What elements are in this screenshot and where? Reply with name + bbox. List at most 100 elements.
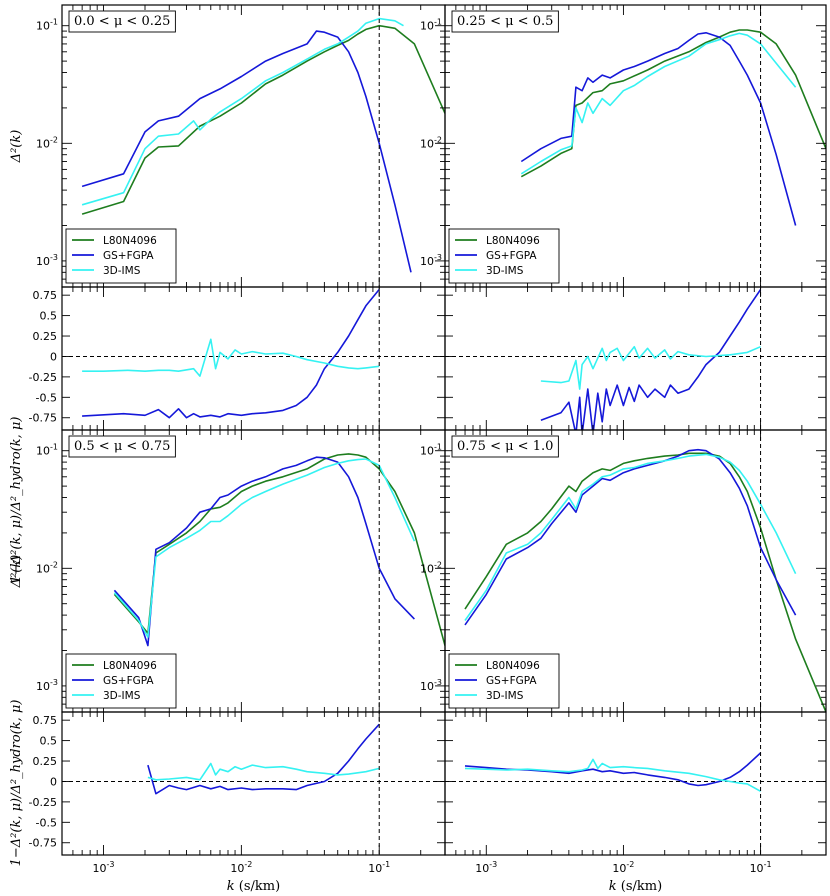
- x-axis-label: k (s/km): [609, 879, 662, 894]
- residual-y-tick-label: -0.25: [29, 371, 57, 384]
- residual-y-tick-label: 0.5: [40, 735, 58, 748]
- panel-3-title-frame: [451, 435, 559, 458]
- panel-1-power-line-3d-ims: [520, 32, 797, 175]
- panel-0-bottom-x-ticks: [61, 287, 422, 430]
- panel-2-power-line-gs-fgpa: [113, 456, 415, 647]
- panel-0-residual-line-gs-fgpa: [82, 288, 380, 419]
- panel-3-power-line-l80n4096: [464, 452, 826, 712]
- panel-0-legend-label: L80N4096: [103, 235, 157, 247]
- power-y-tick-label-right: 10-3: [420, 253, 442, 268]
- residual-y-tick-label: 0: [50, 350, 57, 363]
- panel-1-top-x-ticks: [444, 5, 803, 287]
- residual-y-tick-label: 0.5: [40, 310, 58, 323]
- panel-1-bottom-x-ticks: [444, 287, 803, 430]
- panel-2-bottom-x-ticks: [61, 712, 422, 855]
- panel-2-legend-frame: [65, 653, 177, 709]
- panel-2-legend-label: L80N4096: [103, 660, 157, 672]
- panel-3-bottom-x-ticks: [444, 712, 803, 855]
- x-tick-label: 10-3: [93, 860, 115, 875]
- panel-1-power-line-l80n4096: [520, 29, 826, 178]
- panel-1-title-box: 0.25 < μ < 0.5: [451, 10, 559, 33]
- x-tick-label: 10-3: [475, 860, 497, 875]
- panel-0-power-line-3d-ims: [81, 17, 404, 206]
- panel-1-residual-line-gs-fgpa: [540, 289, 762, 430]
- panel-3-title-box: 0.75 < μ < 1.0: [451, 435, 559, 458]
- panel-3-legend-label: L80N4096: [486, 660, 540, 672]
- residual-y-tick-label: 0.25: [33, 755, 58, 768]
- panel-1-power-line-gs-fgpa: [520, 31, 797, 226]
- power-y-tick-label: 10-3: [36, 678, 58, 693]
- panel-3-bottom-frame: [444, 711, 827, 856]
- power-y-tick-label: 10-1: [36, 18, 58, 33]
- panel-0-legend-label: GS+FGPA: [103, 250, 154, 262]
- residual-y-tick-label: 0: [50, 775, 57, 788]
- panel-3-legend-label: 3D-IMS: [486, 690, 524, 702]
- power-y-tick-label-right: 10-2: [420, 135, 442, 150]
- panel-2-title-box: 0.5 < μ < 0.75: [68, 435, 176, 458]
- panel-3-residual-line-3d-ims: [464, 758, 761, 792]
- panel-3-bottom-y-ticks: [445, 719, 826, 844]
- panel-1-legend-frame: [448, 228, 560, 284]
- panel-0-power-line-gs-fgpa: [81, 30, 412, 273]
- power-y-axis-label: Δ²(k): [9, 555, 24, 589]
- panel-3-power-line-3d-ims: [464, 453, 797, 621]
- panel-0-legend-label: 3D-IMS: [103, 265, 141, 277]
- panel-2-residual-line-gs-fgpa: [147, 723, 380, 795]
- panel-2-power-line-3d-ims: [113, 458, 416, 638]
- panel-3-power-line-gs-fgpa: [464, 448, 797, 626]
- power-y-tick-label: 10-1: [36, 443, 58, 458]
- panel-3-legend: L80N4096 GS+FGPA 3D-IMS: [448, 653, 560, 709]
- power-y-tick-label: 10-2: [36, 135, 58, 150]
- x-tick-label: 10-1: [368, 860, 390, 875]
- power-y-tick-label: 10-2: [36, 560, 58, 575]
- panel-2-title-frame: [68, 435, 176, 458]
- panel-0-residual-line-3d-ims: [82, 338, 380, 377]
- panel-1-title-frame: [451, 10, 559, 33]
- panel-2-residual-line-3d-ims: [147, 762, 380, 781]
- panel-2-bottom-y-ticks: [62, 719, 445, 844]
- residual-y-tick-label: -0.25: [29, 796, 57, 809]
- panel-1-title: 0.25 < μ < 0.5: [457, 14, 553, 29]
- panel-0-title-box: 0.0 < μ < 0.25: [68, 10, 176, 33]
- panel-1-legend: L80N4096 GS+FGPA 3D-IMS: [448, 228, 560, 284]
- power-y-tick-label: 10-3: [36, 253, 58, 268]
- panel-3-legend-label: GS+FGPA: [486, 675, 537, 687]
- panel-2-bottom-frame: [61, 711, 446, 856]
- residual-y-tick-label: 0.75: [33, 714, 58, 727]
- power-y-tick-label-right: 10-2: [420, 560, 442, 575]
- power-y-axis-label: Δ²(k): [9, 130, 24, 164]
- power-y-tick-label-right: 10-3: [420, 678, 442, 693]
- x-axis-label: k (s/km): [227, 879, 280, 894]
- panel-2-power-line-l80n4096: [113, 453, 445, 646]
- x-tick-label: 10-2: [612, 860, 634, 875]
- residual-y-tick-label: 0.25: [33, 330, 58, 343]
- panel-3-title: 0.75 < μ < 1.0: [457, 439, 553, 454]
- panel-0-bottom-y-ticks: [62, 294, 445, 419]
- x-tick-label: 10-1: [750, 860, 772, 875]
- panel-0-top-x-ticks: [61, 5, 422, 287]
- panel-2-legend-label: 3D-IMS: [103, 690, 141, 702]
- panel-0-top-y-ticks: [62, 25, 445, 288]
- panel-0-legend: L80N4096 GS+FGPA 3D-IMS: [65, 228, 177, 284]
- residual-y-tick-label: -0.5: [36, 816, 57, 829]
- power-y-tick-label-right: 10-1: [420, 443, 442, 458]
- panel-1-bottom-frame: [444, 286, 827, 431]
- x-tick-label: 10-2: [230, 860, 252, 875]
- panel-2-title: 0.5 < μ < 0.75: [74, 439, 170, 454]
- panel-0-power-line-l80n4096: [81, 24, 445, 215]
- panel-1-residual-line-3d-ims: [540, 345, 761, 390]
- panel-0-legend-frame: [65, 228, 177, 284]
- residual-y-tick-label: -0.75: [29, 837, 57, 850]
- residual-y-tick-label: -0.75: [29, 412, 57, 425]
- panel-1-bottom-y-ticks: [445, 294, 826, 419]
- residual-y-tick-label: 0.75: [33, 289, 58, 302]
- panel-0-title-frame: [68, 10, 176, 33]
- panel-1-legend-label: 3D-IMS: [486, 265, 524, 277]
- residual-y-tick-label: -0.5: [36, 391, 57, 404]
- panel-2-legend: L80N4096 GS+FGPA 3D-IMS: [65, 653, 177, 709]
- residual-y-axis-label: 1−Δ²(k, μ)/Δ²_hydro(k, μ): [9, 417, 24, 584]
- panel-0-title: 0.0 < μ < 0.25: [74, 14, 170, 29]
- panel-3-legend-frame: [448, 653, 560, 709]
- panel-1-legend-label: GS+FGPA: [486, 250, 537, 262]
